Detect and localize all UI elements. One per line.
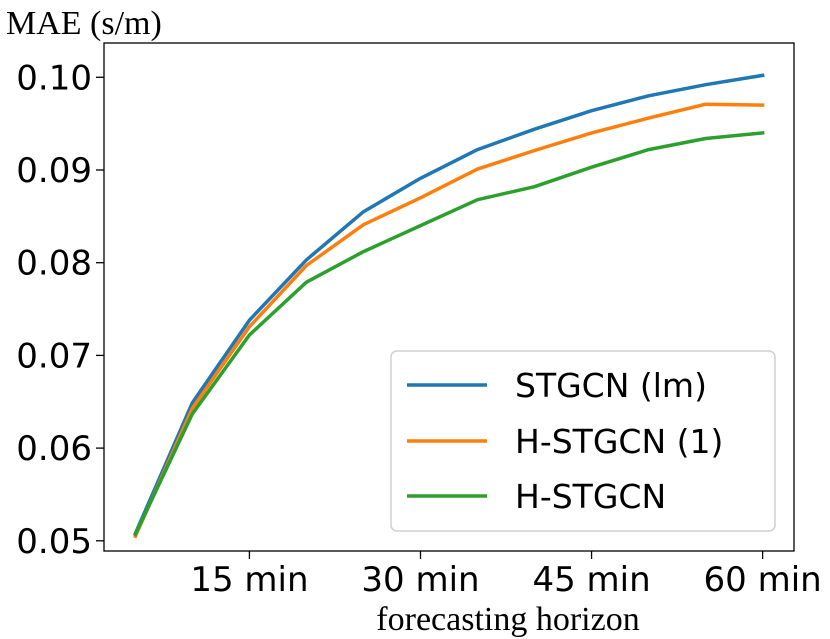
x-tick-label: 15 min (190, 560, 308, 600)
legend-label-h-stgcn-1: H-STGCN (1) (515, 422, 723, 461)
y-tick-label: 0.10 (16, 58, 92, 98)
series-line-h-stgcn (133, 130, 765, 537)
series-lines (133, 73, 765, 539)
legend-frame (390, 350, 776, 532)
y-tick-label: 0.06 (16, 429, 92, 469)
x-axis-label: forecasting horizon (376, 601, 639, 638)
legend-label-h-stgcn: H-STGCN (515, 477, 666, 516)
y-tick-label: 0.08 (16, 244, 92, 284)
y-tick-label: 0.05 (16, 522, 92, 562)
y-axis-label: MAE (s/m) (6, 5, 162, 42)
series-line-h-stgcn-1 (133, 102, 765, 539)
series-line-stgcn-lm (133, 73, 765, 536)
y-tick-label: 0.07 (16, 336, 92, 376)
x-tick-label: 60 min (704, 560, 822, 600)
legend: STGCN (lm) H-STGCN (1) H-STGCN (390, 350, 776, 532)
legend-label-stgcn-lm: STGCN (lm) (515, 366, 707, 405)
axis-ticks: 0.05 0.06 0.07 0.08 0.09 0.10 15 min 30 min 45 m… (16, 58, 821, 600)
x-tick-label: 45 min (532, 560, 650, 600)
y-tick-label: 0.09 (16, 151, 92, 191)
x-tick-label: 30 min (361, 560, 479, 600)
plot-area-frame (103, 42, 795, 552)
